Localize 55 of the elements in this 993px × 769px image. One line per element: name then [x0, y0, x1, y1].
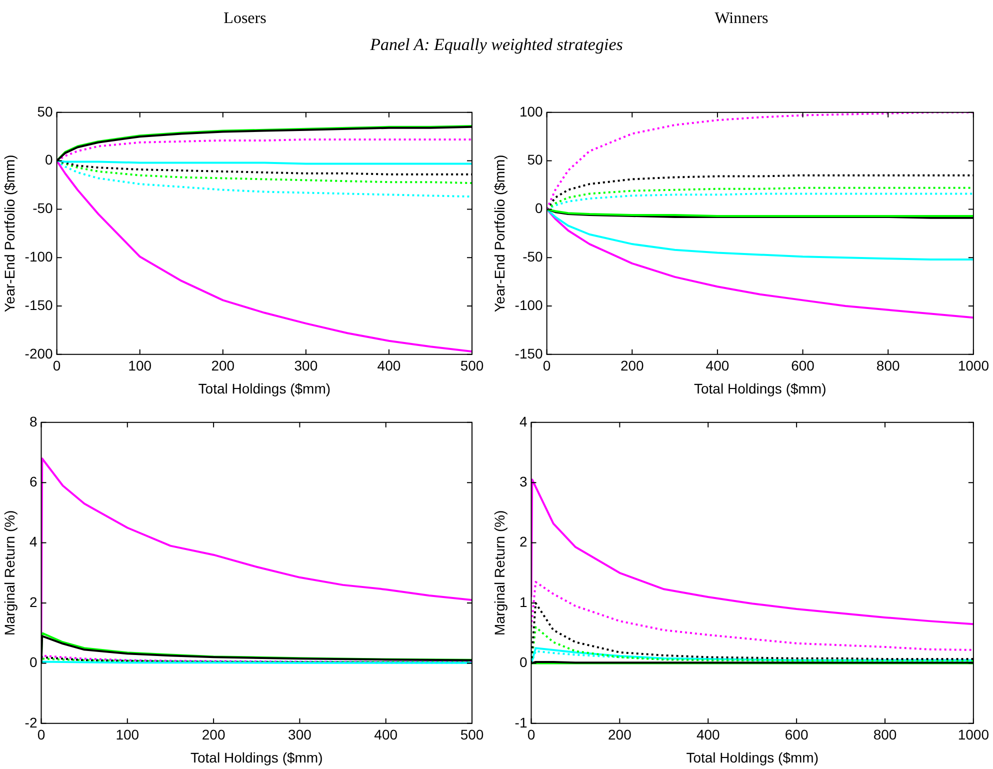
- x-tick-label: 400: [377, 358, 401, 374]
- y-tick-label: 0: [535, 200, 544, 216]
- x-tick-label: 100: [116, 726, 140, 743]
- y-tick-label: 4: [519, 413, 528, 430]
- y-axis-title: Year-End Portfolio ($mm): [1, 154, 18, 312]
- y-tick-label: 1: [519, 594, 528, 610]
- y-tick-label: -1: [514, 714, 528, 730]
- y-tick-label: 2: [519, 534, 528, 550]
- x-tick-label: 500: [460, 358, 484, 374]
- x-axis-title: Total Holdings ($mm): [190, 749, 323, 766]
- y-tick-label: 4: [29, 534, 38, 550]
- y-tick-label: 50: [37, 103, 54, 120]
- x-tick-label: 1000: [958, 358, 990, 374]
- x-tick-label: 300: [294, 358, 318, 374]
- y-tick-label: 0: [29, 654, 38, 670]
- chart-subtitle: Panel A: Equally weighted strategies: [369, 35, 624, 55]
- x-axis-title: Total Holdings ($mm): [694, 380, 826, 396]
- y-tick-label: 2: [29, 594, 38, 610]
- y-tick-label: 0: [519, 654, 528, 670]
- x-tick-label: 200: [202, 726, 226, 743]
- x-tick-label: 200: [620, 358, 644, 374]
- x-axis-title: Total Holdings ($mm): [686, 749, 818, 766]
- x-tick-label: 300: [288, 726, 312, 743]
- x-tick-label: 1000: [958, 726, 990, 743]
- y-axis-title: Year-End Portfolio ($mm): [491, 154, 508, 312]
- x-tick-label: 200: [608, 726, 632, 743]
- y-tick-label: 6: [29, 473, 38, 490]
- x-tick-label: 600: [791, 358, 815, 374]
- y-tick-label: -200: [24, 345, 54, 362]
- y-tick-label: 100: [519, 103, 544, 120]
- y-tick-label: -150: [514, 345, 544, 362]
- y-tick-label: 8: [29, 413, 38, 430]
- x-tick-label: 400: [696, 726, 720, 743]
- x-axis-title: Total Holdings ($mm): [198, 380, 331, 396]
- y-tick-label: -100: [514, 296, 544, 313]
- x-tick-label: 200: [211, 358, 235, 374]
- y-tick-label: 0: [45, 152, 54, 168]
- y-tick-label: -50: [522, 248, 544, 264]
- y-tick-label: -2: [24, 714, 38, 730]
- x-tick-label: 800: [876, 358, 900, 374]
- x-tick-label: 800: [873, 726, 897, 743]
- y-tick-label: -150: [24, 296, 54, 313]
- x-tick-label: 100: [128, 358, 152, 374]
- y-tick-label: -100: [24, 248, 54, 264]
- y-axis-title: Marginal Return (%): [491, 510, 508, 636]
- y-axis-title: Marginal Return (%): [1, 510, 18, 636]
- chart-title: Winners: [714, 10, 770, 28]
- y-tick-label: 50: [527, 152, 544, 168]
- y-tick-label: 3: [519, 473, 528, 490]
- x-tick-label: 400: [374, 726, 398, 743]
- chart-title: Losers: [222, 10, 268, 28]
- y-tick-label: -50: [32, 200, 54, 216]
- x-tick-label: 400: [706, 358, 730, 374]
- x-tick-label: 500: [460, 726, 484, 743]
- x-tick-label: 600: [784, 726, 808, 743]
